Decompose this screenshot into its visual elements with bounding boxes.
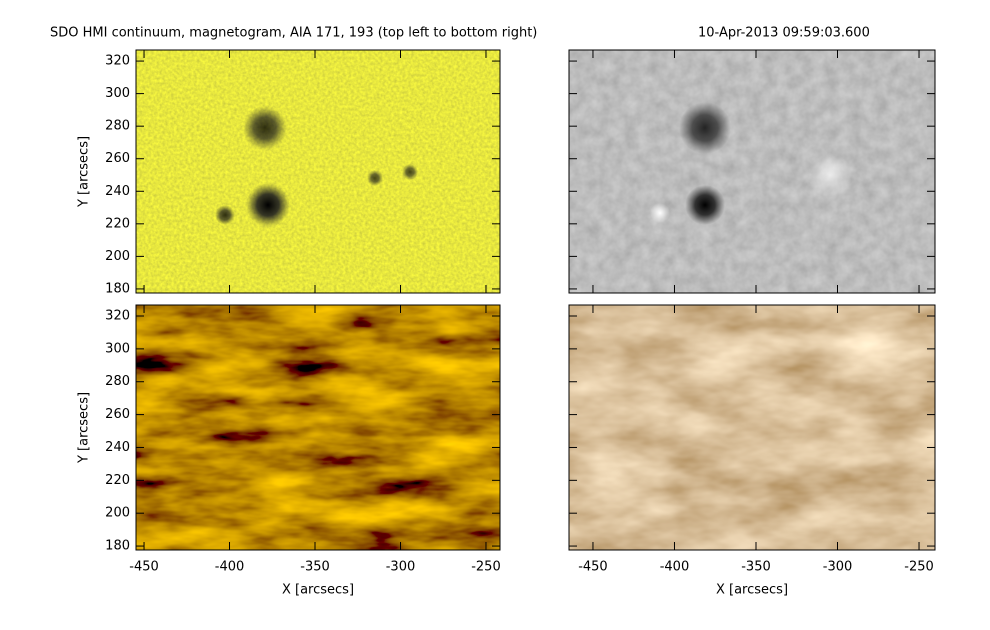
figure-title: SDO HMI continuum, magnetogram, AIA 171,… bbox=[50, 26, 537, 41]
panel-frame bbox=[568, 304, 936, 551]
panel-frame bbox=[135, 49, 501, 294]
y-tick-label: 260 bbox=[105, 151, 130, 166]
x-tick-label: -250 bbox=[471, 560, 501, 575]
panel-frame bbox=[135, 304, 501, 551]
x-axis-label: X [arcsecs] bbox=[282, 583, 354, 598]
y-axis-label: Y [arcsecs] bbox=[77, 392, 92, 464]
y-tick-label: 240 bbox=[105, 440, 130, 455]
y-tick-label: 220 bbox=[105, 473, 130, 488]
y-tick-label: 320 bbox=[105, 54, 130, 69]
image-continuum bbox=[136, 50, 500, 293]
x-tick-label: -400 bbox=[660, 560, 690, 575]
y-tick-label: 320 bbox=[105, 309, 130, 324]
y-tick-label: 280 bbox=[105, 374, 130, 389]
image-aia-193 bbox=[569, 305, 935, 550]
x-tick-label: -450 bbox=[129, 560, 159, 575]
x-tick-label: -300 bbox=[823, 560, 853, 575]
panel-frame bbox=[568, 49, 936, 294]
y-axis-label: Y [arcsecs] bbox=[77, 136, 92, 208]
y-tick-label: 240 bbox=[105, 184, 130, 199]
y-tick-label: 260 bbox=[105, 407, 130, 422]
y-tick-label: 220 bbox=[105, 216, 130, 231]
y-tick-label: 200 bbox=[105, 249, 130, 264]
y-tick-label: 200 bbox=[105, 506, 130, 521]
image-aia-171 bbox=[136, 305, 500, 550]
observation-date: 10-Apr-2013 09:59:03.600 bbox=[698, 26, 870, 41]
image-magnetogram bbox=[569, 50, 935, 293]
x-tick-label: -300 bbox=[386, 560, 416, 575]
y-tick-label: 300 bbox=[105, 86, 130, 101]
y-tick-label: 180 bbox=[105, 281, 130, 296]
y-tick-label: 280 bbox=[105, 119, 130, 134]
x-tick-label: -400 bbox=[215, 560, 245, 575]
x-tick-label: -250 bbox=[904, 560, 934, 575]
x-tick-label: -450 bbox=[578, 560, 608, 575]
x-tick-label: -350 bbox=[300, 560, 330, 575]
x-tick-label: -350 bbox=[741, 560, 771, 575]
y-tick-label: 300 bbox=[105, 341, 130, 356]
x-axis-label: X [arcsecs] bbox=[716, 583, 788, 598]
y-tick-label: 180 bbox=[105, 539, 130, 554]
